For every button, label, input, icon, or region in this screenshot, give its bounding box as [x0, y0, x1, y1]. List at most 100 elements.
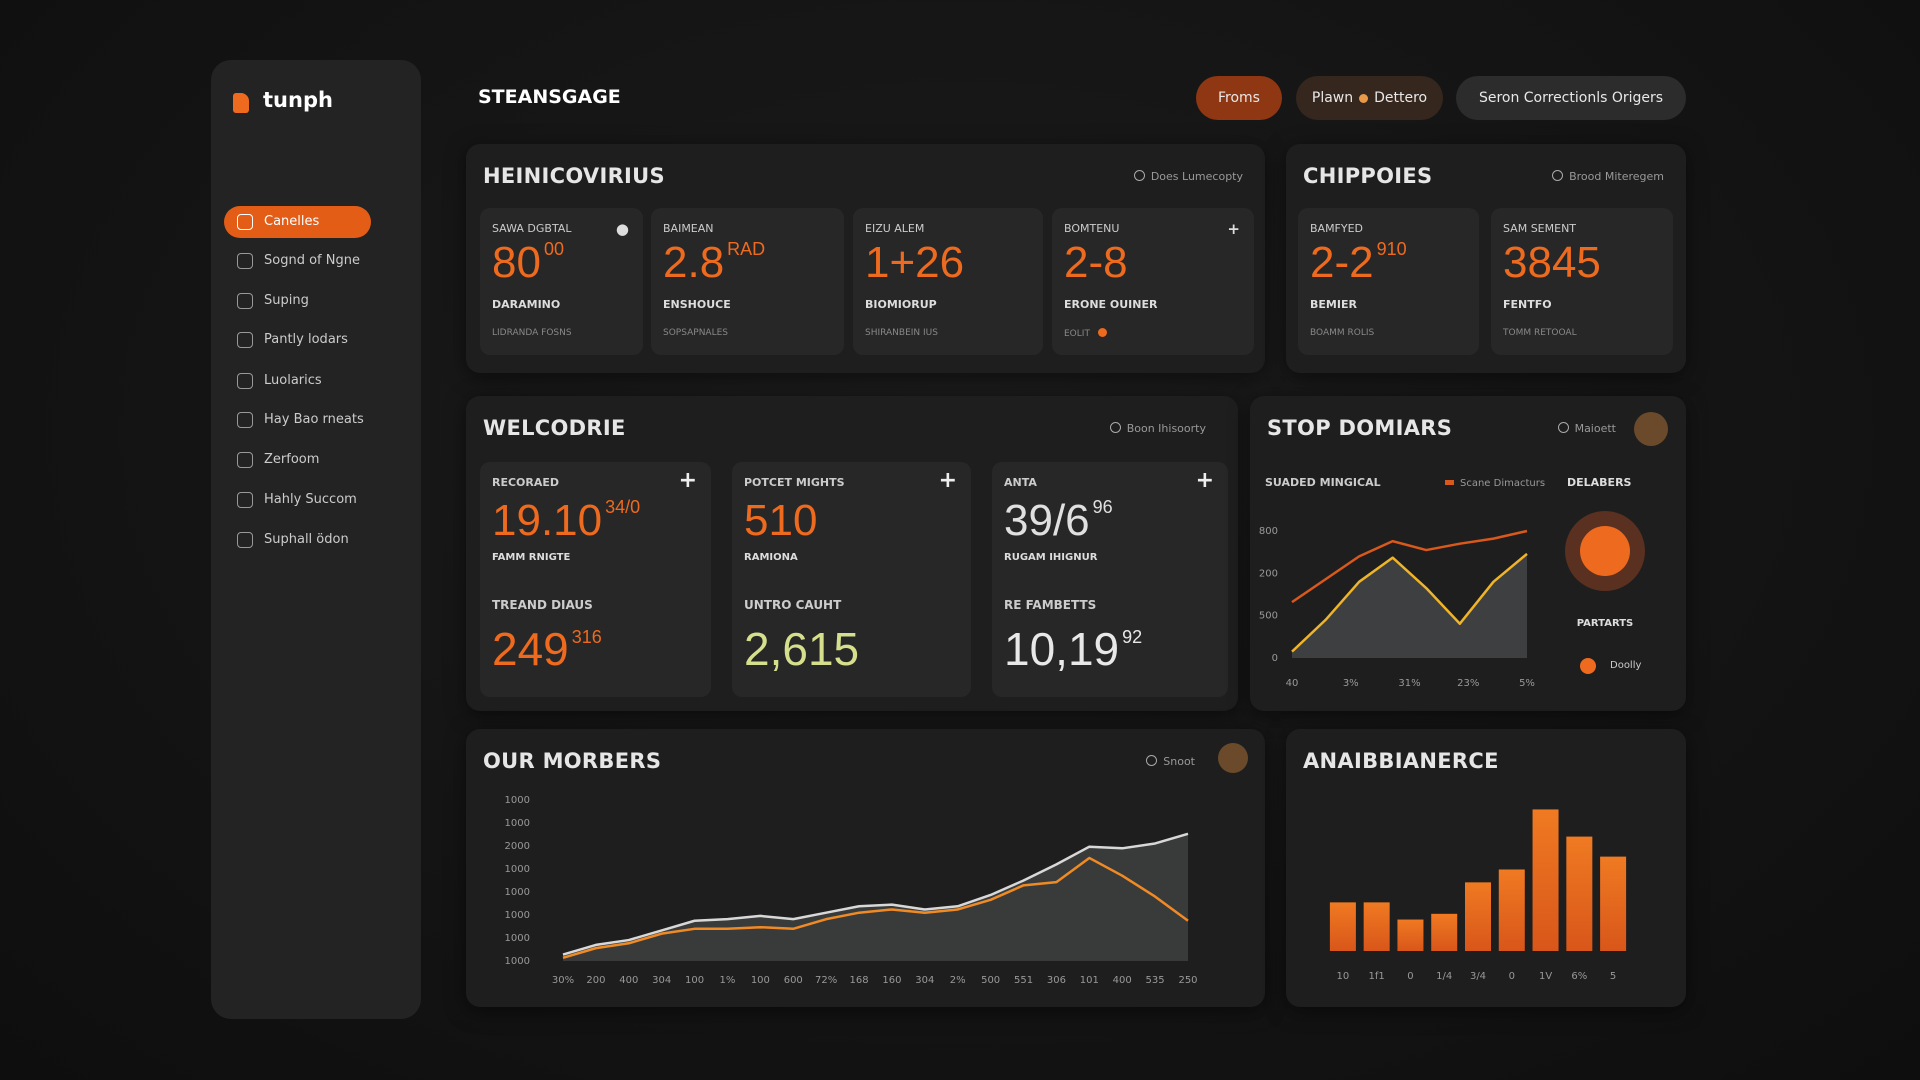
x-axis-label: 72% [815, 975, 837, 986]
card-foot: SOPSAPNALES [663, 328, 728, 338]
card-sub: BEMIER [1310, 298, 1357, 311]
panel: CHIPPOIES Brood Miteregem BAMFYED 2-2 910 BEM… [1286, 144, 1686, 373]
nav-item[interactable]: Suphall ödon [224, 524, 371, 556]
value-sup: 910 [1376, 239, 1407, 259]
nav-label: Pantly lodars [264, 332, 348, 347]
panel-action: Snoot [1146, 755, 1195, 768]
chart: 800 200 500 0 40 3% 31% 23% 5% [1259, 526, 1535, 689]
nav-item[interactable]: Sognd of Ngne [224, 245, 371, 277]
card-value: 80 00 [492, 238, 564, 288]
x-axis-label: 0 [1407, 971, 1413, 982]
card-sub: FENTFO [1503, 298, 1552, 311]
stat-card: ANTA +39/6 96 RUGAM IHIGNUR RE FAMBETTS 10,19… [992, 462, 1228, 697]
value-sup: RAD [727, 239, 766, 259]
x-axis-label: 306 [1047, 975, 1066, 986]
sidebar: tunph Canelles Sognd of Ngne Suping Pantly l… [211, 60, 421, 1019]
bar [1465, 882, 1491, 951]
stat-card: RECORAED +19.10 34/0 FAMM RNIGTE TREAND DIAU… [480, 462, 711, 697]
panel-action: Maioett [1557, 422, 1616, 435]
card-label: TREAND DIAUS [492, 598, 593, 612]
x-axis-label: 551 [1014, 975, 1033, 986]
x-axis-label: 31% [1398, 678, 1420, 689]
nav-item[interactable]: Suping [224, 285, 371, 317]
card-label: SAWA DGBTAL [492, 222, 572, 235]
x-axis-label: 250 [1178, 975, 1197, 986]
nav-icon [237, 492, 253, 508]
icon-button[interactable] [1580, 526, 1630, 576]
card-value: 2-8 [1064, 238, 1128, 288]
area [1292, 553, 1527, 658]
value-text: 510 [744, 496, 818, 545]
stat-card: SAWA DGBTAL ● 80 00 DARAMINO LIDRANDA FOSNS [480, 208, 643, 355]
card-sub: FAMM RNIGTE [492, 552, 571, 563]
y-axis-label: 1000 [505, 864, 530, 875]
bar [1532, 809, 1559, 951]
nav-item[interactable]: Luolarics [224, 365, 371, 397]
nav-label: Zerfoom [264, 452, 320, 467]
y-axis-label: 0 [1272, 653, 1278, 664]
value-text: 3845 [1503, 238, 1601, 287]
x-axis-label: 304 [652, 975, 671, 986]
button-icon [1359, 93, 1369, 103]
action-icon [1552, 170, 1564, 181]
nav-item[interactable]: Hahly Succom [224, 484, 371, 516]
logo-icon [233, 93, 249, 113]
x-axis-label: 1V [1539, 971, 1552, 982]
card-value: 249 316 [492, 622, 602, 676]
action-icon [1109, 422, 1121, 433]
bar [1600, 856, 1627, 951]
card-sub: RUGAM IHIGNUR [1004, 552, 1098, 563]
line [562, 832, 1189, 956]
x-axis-label: 5 [1610, 971, 1616, 982]
x-axis-label: 535 [1146, 975, 1165, 986]
area [563, 833, 1188, 961]
panel-title: HEINICOVIRIUS [483, 164, 665, 188]
panel: WELCODRIE Boon Ihisoorty RECORAED +19.10 34/… [466, 396, 1238, 711]
line [562, 856, 1189, 959]
header-button[interactable]: Plawn Dettero [1296, 76, 1443, 120]
button-label: Dettero [1374, 90, 1428, 106]
stat-card: SAM SEMENT 3845 FENTFO TOMM RETOOAL [1491, 208, 1673, 355]
x-axis-label: 6% [1571, 971, 1587, 982]
value-sup: 34/0 [605, 497, 641, 517]
stat-card: BOMTENU +2-8 ERONE OUINER EOLIT [1052, 208, 1254, 355]
value-sup: 92 [1122, 627, 1143, 647]
card-label: EIZU ALEM [865, 222, 925, 235]
line [1291, 529, 1528, 604]
bar [1329, 902, 1356, 951]
nav-item[interactable]: Pantly lodars [224, 324, 371, 356]
x-axis-label: 101 [1080, 975, 1099, 986]
nav-label: Suphall ödon [264, 532, 349, 547]
value-text: 2-8 [1064, 238, 1128, 287]
y-axis-label: 1000 [505, 887, 530, 898]
nav-label: Suping [264, 293, 309, 308]
nav-label: Luolarics [264, 373, 322, 388]
card-icon: + [1227, 220, 1240, 238]
legend-dot [1580, 658, 1596, 674]
panel-title: OUR MORBERS [483, 749, 662, 773]
stat-card: POTCET MIGHTS +510 RAMIONA UNTRO CAUHT 2,615 [732, 462, 971, 697]
x-axis-label: 3% [1343, 678, 1359, 689]
action-label: Brood Miteregem [1569, 170, 1664, 183]
card-foot: SHIRANBEIN IUS [865, 328, 938, 338]
value-text: 19.10 [492, 496, 603, 545]
nav-icon [237, 332, 253, 348]
chart: 1000 1000 2000 1000 1000 1000 1000 1000 30% 200 40… [505, 795, 1198, 986]
nav-item[interactable]: Hay Bao rneats [224, 404, 371, 436]
panel: HEINICOVIRIUS Does Lumecopty SAWA DGBTAL ● 8… [466, 144, 1265, 373]
card-value: 19.10 34/0 [492, 496, 640, 546]
nav-item[interactable]: Canelles [224, 206, 371, 238]
legend-swatch [1445, 480, 1454, 485]
button-label: Plawn [1311, 90, 1354, 106]
action-icon [1146, 755, 1158, 766]
x-axis-label: 30% [552, 975, 574, 986]
header-button[interactable]: Froms [1196, 76, 1282, 120]
card-label: RECORAED [492, 476, 560, 489]
nav-icon [237, 373, 253, 389]
side-label: DELABERS [1567, 476, 1632, 489]
nav-item[interactable]: Zerfoom [224, 444, 371, 476]
x-axis-label: 304 [915, 975, 934, 986]
action-icon [1133, 170, 1145, 181]
header-button[interactable]: Seron Correctionls Origers [1456, 76, 1686, 120]
status-dot [1097, 328, 1107, 337]
